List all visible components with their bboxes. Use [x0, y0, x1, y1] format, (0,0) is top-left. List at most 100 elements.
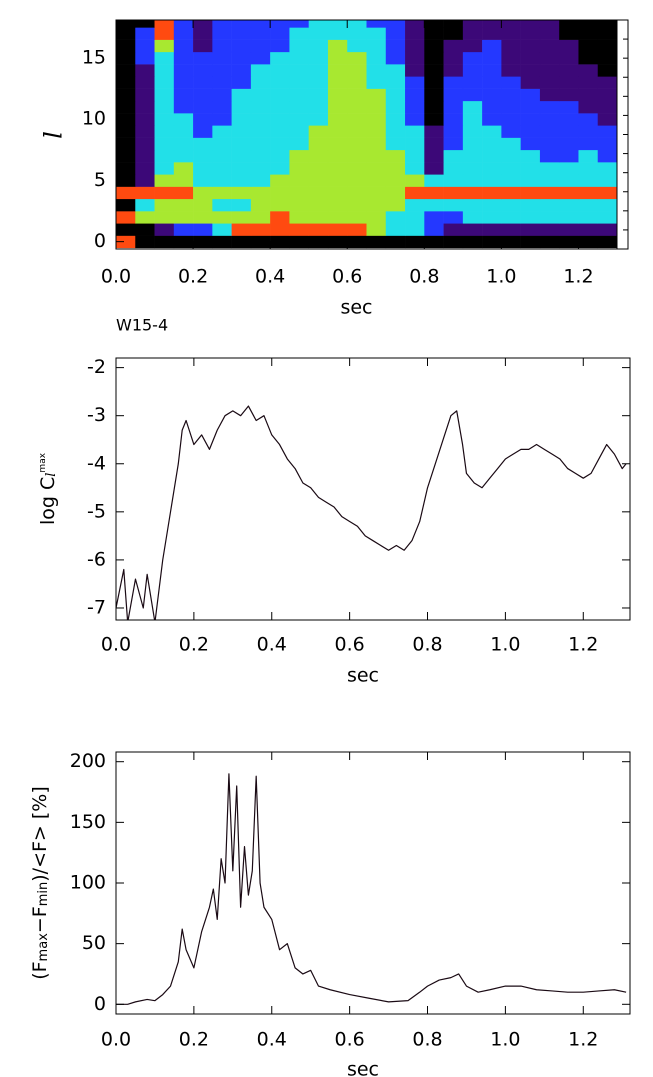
y-tick-label: 5	[94, 169, 106, 191]
heat-cell	[308, 100, 329, 114]
heat-cell	[250, 113, 271, 126]
heat-cell	[366, 100, 387, 114]
heat-cell	[597, 64, 617, 77]
heat-cell	[347, 186, 367, 200]
heat-cell	[424, 125, 444, 138]
heat-cell	[443, 100, 464, 114]
heat-cell	[173, 235, 194, 249]
heat-cell	[578, 125, 599, 138]
heat-cell	[597, 100, 617, 114]
heat-cell	[173, 137, 194, 151]
y-tick-label: -4	[87, 452, 106, 474]
heat-cell	[405, 20, 425, 28]
heat-cell	[424, 186, 444, 200]
y-axis-label-part: max	[38, 452, 48, 472]
heat-cell	[462, 39, 483, 53]
heat-cell	[443, 88, 464, 102]
heat-cell	[501, 211, 521, 224]
x-tick-label: 1.2	[568, 634, 598, 656]
heat-cell	[116, 223, 136, 236]
heat-cell	[212, 76, 232, 89]
heat-cell	[231, 113, 252, 126]
heat-cell	[405, 223, 425, 236]
heat-cell	[501, 39, 521, 53]
heat-cell	[347, 27, 367, 40]
heat-cell	[539, 162, 560, 175]
x-axis-label: sec	[347, 665, 379, 687]
heat-cell	[250, 149, 271, 163]
heat-cell	[212, 39, 232, 53]
heat-cell	[424, 76, 444, 89]
heat-cell	[289, 88, 309, 102]
heat-cell	[250, 20, 271, 28]
y-tick-label: 200	[70, 750, 106, 772]
heat-cell	[135, 174, 155, 187]
heat-cell	[539, 64, 560, 77]
heat-cell	[327, 174, 348, 187]
heat-cell	[443, 162, 464, 175]
heat-cell	[116, 51, 136, 65]
heat-cell	[366, 64, 387, 77]
heat-cell	[173, 198, 194, 212]
heat-cell	[308, 27, 329, 40]
heat-cell	[539, 113, 560, 126]
heat-cell	[327, 51, 348, 65]
x-axis-label: sec	[340, 297, 372, 319]
heat-cell	[578, 88, 599, 102]
heat-cell	[270, 149, 290, 163]
heat-cell	[501, 174, 521, 187]
heat-cell	[385, 211, 406, 224]
heat-cell	[289, 235, 309, 249]
y-axis-label-part: )/<F> [%]	[29, 786, 51, 882]
heat-cell	[308, 125, 329, 138]
heat-cell	[231, 186, 252, 200]
x-tick-label: 0.8	[409, 266, 439, 288]
heat-cell	[482, 174, 502, 187]
heat-cell	[250, 223, 271, 236]
heat-cell	[559, 174, 579, 187]
heat-cell	[462, 113, 483, 126]
heat-cell	[597, 113, 617, 126]
heat-cell	[443, 39, 464, 53]
heat-cell	[424, 211, 444, 224]
heat-cell	[443, 76, 464, 89]
x-tick-label: 0.0	[101, 1029, 131, 1051]
heat-cell	[347, 125, 367, 138]
heat-cell	[559, 100, 579, 114]
heat-cell	[327, 100, 348, 114]
heat-cell	[231, 223, 252, 236]
heat-cell	[154, 223, 175, 236]
heat-cell	[405, 162, 425, 175]
heat-cell	[520, 113, 541, 126]
x-tick-label: 1.0	[486, 266, 516, 288]
heat-cell	[193, 162, 213, 175]
heat-cell	[520, 162, 541, 175]
heat-cell	[559, 88, 579, 102]
heat-cell	[366, 186, 387, 200]
heat-cell	[405, 88, 425, 102]
heat-cell	[193, 149, 213, 163]
heat-cell	[327, 76, 348, 89]
heat-cell	[366, 39, 387, 53]
heat-cell	[539, 125, 560, 138]
heat-cell	[212, 174, 232, 187]
heat-cell	[539, 27, 560, 40]
heat-cell	[135, 223, 155, 236]
heat-cell	[231, 27, 252, 40]
heat-cell	[347, 64, 367, 77]
heat-cell	[347, 149, 367, 163]
heat-cell	[347, 174, 367, 187]
heat-cell	[539, 51, 560, 65]
y-tick-label: -6	[87, 548, 106, 570]
heat-cell	[231, 125, 252, 138]
heat-cell	[385, 64, 406, 77]
heat-cell	[135, 51, 155, 65]
heat-cell	[482, 88, 502, 102]
heat-cell	[462, 174, 483, 187]
heat-cell	[116, 27, 136, 40]
heat-cell	[193, 125, 213, 138]
heat-cell	[173, 174, 194, 187]
heat-cell	[270, 88, 290, 102]
heat-cell	[193, 137, 213, 151]
